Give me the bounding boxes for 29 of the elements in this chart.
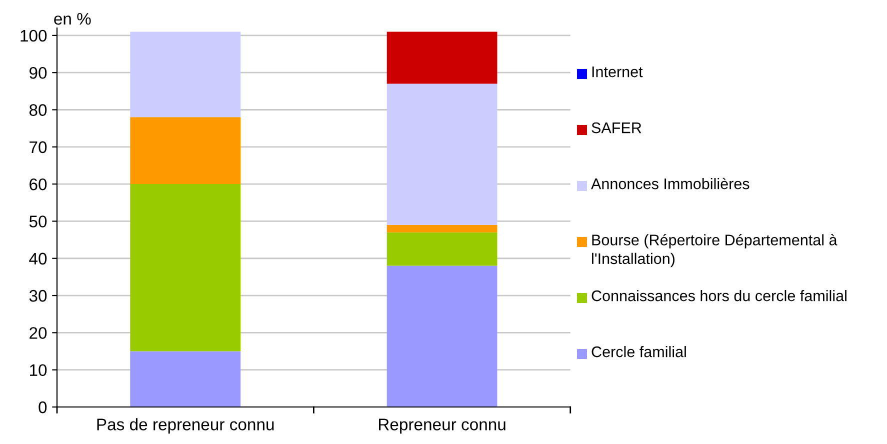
bar xyxy=(130,32,241,118)
y-tick-label: 20 xyxy=(30,327,47,339)
y-tick-label: 0 xyxy=(38,401,47,414)
legend-label: Connaissances hors du cercle familial xyxy=(592,290,846,302)
legend-label: Bourse (Répertoire Départemental à l'Installation) xyxy=(592,234,838,268)
legend-label: Internet xyxy=(592,66,643,78)
y-axis-title: en % xyxy=(54,12,91,25)
y-tick-label: 10 xyxy=(30,364,47,376)
y-tick-label: 70 xyxy=(30,141,47,154)
bar xyxy=(130,184,241,352)
legend-label: Cercle familial xyxy=(592,346,686,358)
bar xyxy=(386,224,498,232)
y-tick-label: 90 xyxy=(30,66,47,79)
y-tick-label: 60 xyxy=(30,178,47,190)
y-tick-label: 50 xyxy=(29,216,47,228)
legend-label: Annonces Immobilières xyxy=(591,178,750,190)
y-tick-label: 40 xyxy=(29,252,47,265)
bar xyxy=(386,266,498,407)
y-tick-label: 30 xyxy=(29,290,47,302)
x-tick-label: Repreneur connu xyxy=(378,418,506,434)
y-tick-label: 100 xyxy=(20,30,47,42)
bar xyxy=(386,232,498,266)
bar xyxy=(130,117,241,184)
legend-label: SAFER xyxy=(592,122,642,134)
bar xyxy=(386,84,498,225)
y-tick-label: 80 xyxy=(29,104,47,116)
bar xyxy=(386,32,498,84)
x-tick-label: Pas de repreneur connu xyxy=(97,418,274,434)
bar xyxy=(130,351,241,407)
